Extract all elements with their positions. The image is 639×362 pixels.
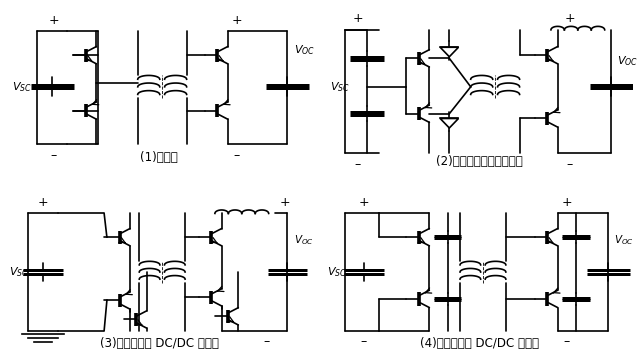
Text: $V_{SC}$: $V_{SC}$ [330,80,350,94]
Text: $V_{SC}$: $V_{SC}$ [10,265,29,279]
Text: $V_{OC}$: $V_{OC}$ [293,233,313,247]
Text: +: + [562,196,572,209]
Text: +: + [564,12,575,25]
Text: +: + [49,14,59,27]
Text: +: + [358,196,369,209]
Text: +: + [352,12,363,25]
Text: +: + [38,196,49,209]
Text: $V_{OC}$: $V_{OC}$ [614,233,634,247]
Text: –: – [567,158,573,171]
Text: –: – [360,335,367,348]
Text: $V_{SC}$: $V_{SC}$ [327,265,347,279]
Text: –: – [263,335,269,348]
Text: $V_{OC}$: $V_{OC}$ [617,55,638,68]
Text: +: + [231,14,242,27]
Text: (2)原边半桥式，次边推免: (2)原边半桥式，次边推免 [436,155,523,168]
Text: $V_{SC}$: $V_{SC}$ [13,80,33,94]
Text: +: + [279,196,290,209]
Text: –: – [355,158,361,171]
Text: –: – [564,335,570,348]
Text: $V_{OC}$: $V_{OC}$ [293,43,314,57]
Text: (3)双推免双向 DC/DC 转换器: (3)双推免双向 DC/DC 转换器 [100,337,219,350]
Text: –: – [50,148,57,161]
Text: (4)双半桥双向 DC/DC 转换器: (4)双半桥双向 DC/DC 转换器 [420,337,539,350]
Text: (1)全桥式: (1)全桥式 [140,151,178,164]
Text: –: – [234,148,240,161]
